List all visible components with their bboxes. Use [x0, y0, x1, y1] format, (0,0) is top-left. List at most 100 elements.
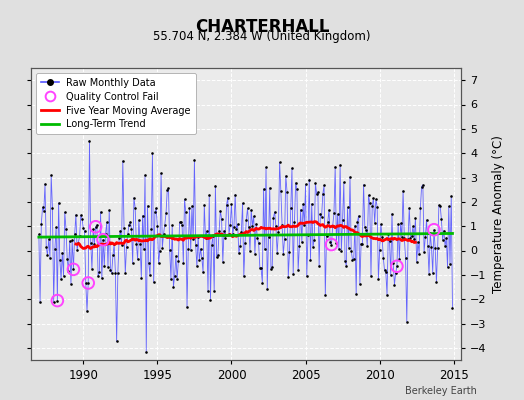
Point	[419, 182, 427, 188]
Point	[103, 219, 111, 226]
Point	[100, 263, 108, 269]
Point	[404, 236, 412, 243]
Point	[82, 280, 90, 286]
Point	[304, 232, 312, 238]
Point	[64, 268, 73, 274]
Point	[57, 276, 66, 282]
Point	[325, 206, 333, 213]
Point	[183, 304, 191, 310]
Point	[94, 273, 102, 279]
Point	[83, 308, 91, 314]
Point	[369, 195, 378, 201]
Point	[328, 241, 336, 248]
Point	[95, 269, 104, 275]
Point	[143, 202, 151, 209]
Point	[195, 257, 203, 264]
Point	[272, 223, 280, 230]
Point	[209, 232, 217, 239]
Point	[350, 256, 358, 263]
Point	[425, 271, 433, 277]
Point	[439, 236, 447, 243]
Point	[332, 240, 341, 247]
Point	[113, 338, 121, 344]
Point	[307, 257, 315, 263]
Point	[294, 267, 302, 274]
Point	[172, 253, 180, 259]
Point	[56, 256, 64, 263]
Point	[184, 246, 192, 252]
Point	[362, 227, 370, 234]
Point	[354, 213, 363, 219]
Point	[402, 318, 411, 325]
Point	[447, 193, 455, 199]
Point	[441, 242, 449, 249]
Point	[216, 208, 225, 214]
Point	[429, 270, 437, 276]
Point	[92, 224, 100, 230]
Point	[235, 250, 243, 256]
Point	[228, 231, 237, 238]
Point	[242, 217, 250, 223]
Point	[337, 248, 345, 254]
Point	[411, 215, 420, 222]
Point	[158, 245, 167, 251]
Point	[237, 228, 246, 235]
Point	[329, 222, 337, 229]
Point	[84, 280, 92, 286]
Point	[273, 250, 281, 257]
Point	[440, 227, 448, 234]
Point	[314, 189, 322, 196]
Point	[289, 271, 298, 277]
Point	[122, 244, 130, 250]
Point	[394, 221, 402, 228]
Point	[311, 180, 320, 186]
Point	[276, 159, 284, 166]
Point	[302, 273, 311, 279]
Point	[155, 260, 163, 266]
Point	[280, 236, 289, 242]
Point	[333, 211, 342, 218]
Point	[300, 222, 309, 228]
Point	[219, 258, 227, 265]
Point	[225, 231, 233, 237]
Point	[99, 236, 107, 243]
Point	[153, 223, 161, 229]
Point	[277, 188, 285, 194]
Point	[384, 231, 392, 237]
Point	[377, 221, 385, 228]
Point	[387, 272, 395, 278]
Point	[148, 150, 157, 156]
Point	[341, 258, 350, 264]
Point	[339, 216, 347, 223]
Point	[285, 249, 293, 255]
Point	[335, 246, 343, 252]
Point	[132, 241, 140, 247]
Point	[110, 241, 118, 247]
Point	[214, 252, 222, 258]
Point	[89, 226, 97, 232]
Point	[257, 265, 265, 272]
Point	[127, 226, 136, 232]
Point	[142, 349, 150, 356]
Point	[141, 172, 149, 178]
Point	[187, 247, 195, 253]
Point	[353, 218, 362, 225]
Point	[170, 272, 179, 279]
Point	[432, 279, 441, 285]
Point	[401, 255, 410, 262]
Point	[199, 269, 208, 275]
Point	[342, 262, 351, 269]
Point	[264, 234, 272, 240]
Point	[121, 270, 129, 276]
Point	[124, 231, 132, 237]
Point	[330, 210, 338, 216]
Point	[37, 220, 46, 227]
Point	[291, 180, 300, 186]
Point	[198, 255, 206, 262]
Point	[165, 185, 173, 192]
Point	[258, 279, 267, 286]
Point	[305, 176, 313, 183]
Point	[293, 186, 301, 192]
Point	[358, 241, 366, 248]
Point	[156, 247, 164, 254]
